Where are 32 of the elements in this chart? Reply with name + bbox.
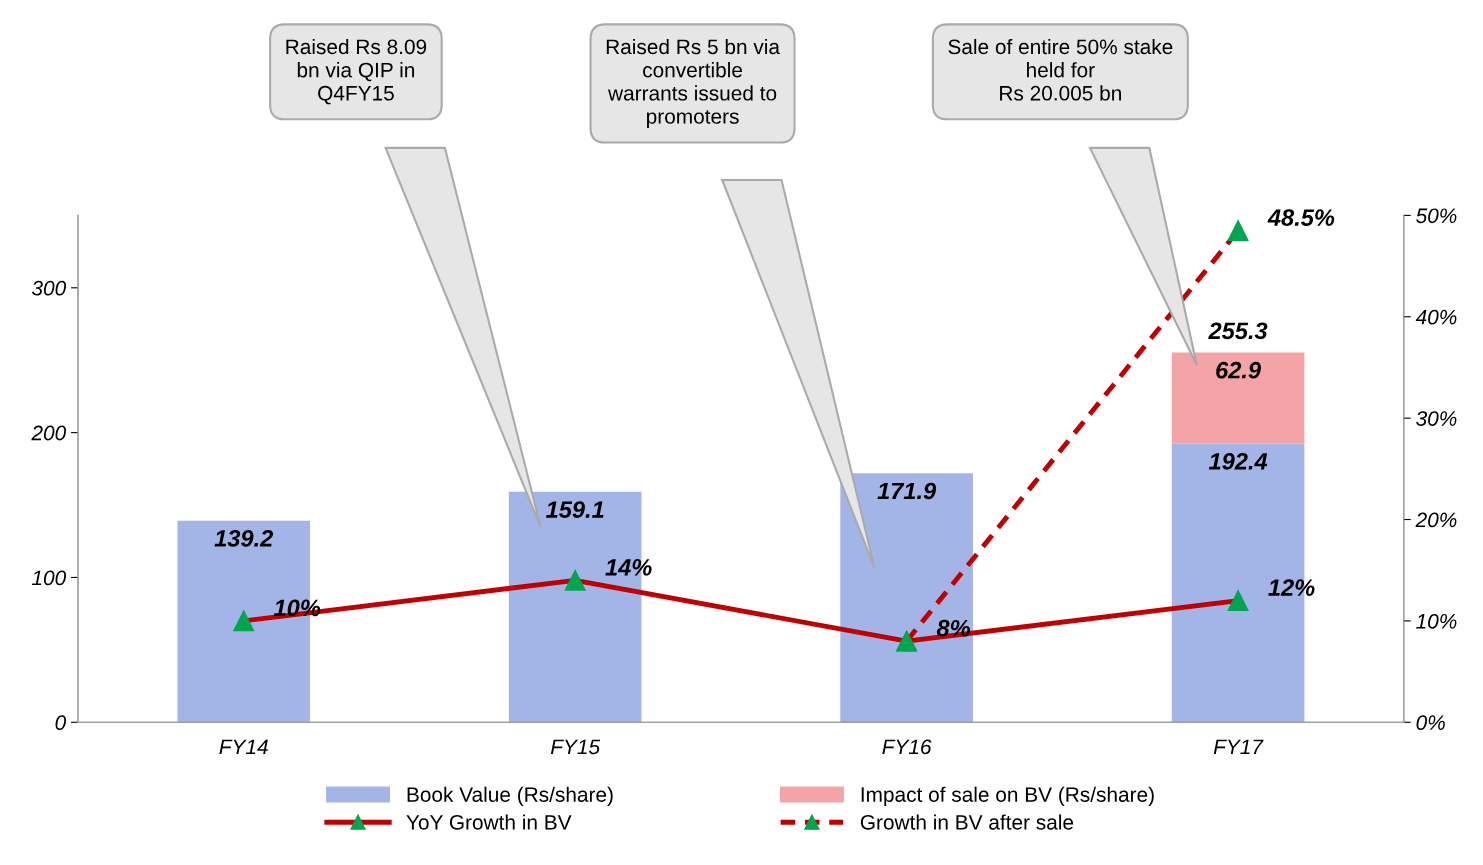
data-label: 10% (273, 599, 321, 617)
text: Raised Rs 5 bn via convertible warrants issued to promoters (606, 38, 780, 128)
x-tick-label: FY14 (219, 739, 268, 755)
y2-tick-label: 10% (1416, 613, 1457, 629)
legend-label: YoY Growth in BV (406, 814, 572, 830)
y-tick-label: 100 (31, 570, 67, 586)
x-tick-label: FY17 (1213, 739, 1264, 755)
data-label: 14% (605, 559, 652, 576)
y-tick-label: 200 (31, 425, 67, 441)
x-tick-label: FY16 (882, 739, 932, 755)
data-label: 139.2 (214, 529, 274, 547)
data-label: 192.4 (1208, 452, 1268, 470)
y2-tick-label: 0% (1416, 715, 1445, 731)
text: Raised Rs 8.09 bn via QIP in Q4FY15 (286, 38, 427, 105)
data-label: 12% (1268, 579, 1315, 596)
legend-label: Growth in BV after sale (860, 814, 1074, 830)
legend-label: Book Value (Rs/share) (407, 786, 613, 807)
y2-tick-label: 30% (1416, 411, 1457, 426)
y2-tick-label: 40% (1415, 309, 1457, 325)
data-label: 62.9 (1216, 361, 1261, 379)
x-tick-label: FY15 (550, 739, 601, 755)
y-tick-label: 300 (31, 280, 67, 296)
data-label: 171.9 (877, 482, 937, 500)
text: Sale of entire 50% stake held for Rs 20.005 bn (948, 38, 1173, 101)
data-label: 48.5% (1267, 209, 1335, 226)
data-label: 8% (936, 619, 970, 637)
legend-label: Impact of sale on BV (Rs/share) (861, 786, 1154, 807)
data-label: 159.1 (546, 501, 604, 518)
y2-tick-label: 50% (1416, 208, 1457, 224)
y2-tick-label: 20% (1415, 512, 1457, 528)
total-label: 255.3 (1208, 322, 1268, 340)
y-tick-label: 0 (55, 715, 67, 731)
